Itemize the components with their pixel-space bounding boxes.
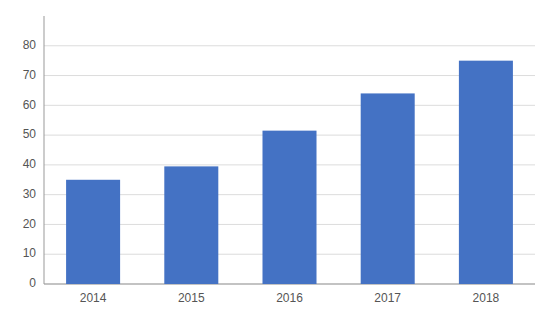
grid-line xyxy=(44,45,535,46)
x-tick-label: 2018 xyxy=(473,291,500,305)
y-tick-label: 10 xyxy=(23,246,37,260)
bar xyxy=(459,61,513,284)
x-tick-label: 2016 xyxy=(276,291,303,305)
chart-svg: 0 10 20 30 40 50 60 70 80 2014 2015 2016 2017 2018 xyxy=(0,0,551,316)
y-tick-label: 50 xyxy=(23,127,37,141)
y-tick-label: 30 xyxy=(23,187,37,201)
y-tick-label: 60 xyxy=(23,98,37,112)
y-axis-line xyxy=(44,16,45,284)
y-tick-label: 20 xyxy=(23,217,37,231)
grid xyxy=(44,46,535,284)
x-tick-label: 2014 xyxy=(80,291,107,305)
bar xyxy=(164,166,218,284)
y-ticks: 0 10 20 30 40 50 60 70 80 xyxy=(23,38,37,290)
bar xyxy=(262,131,316,284)
bars xyxy=(66,61,513,284)
bar xyxy=(66,180,120,284)
x-tick-label: 2015 xyxy=(178,291,205,305)
x-ticks: 2014 2015 2016 2017 2018 xyxy=(80,291,500,305)
chart-container: 0 10 20 30 40 50 60 70 80 2014 2015 2016 2017 2018 xyxy=(0,0,551,316)
bar xyxy=(361,93,415,284)
y-tick-label: 70 xyxy=(23,68,37,82)
x-tick-label: 2017 xyxy=(374,291,401,305)
y-tick-label: 80 xyxy=(23,38,37,52)
y-tick-label: 40 xyxy=(23,157,37,171)
y-tick-label: 0 xyxy=(29,276,36,290)
